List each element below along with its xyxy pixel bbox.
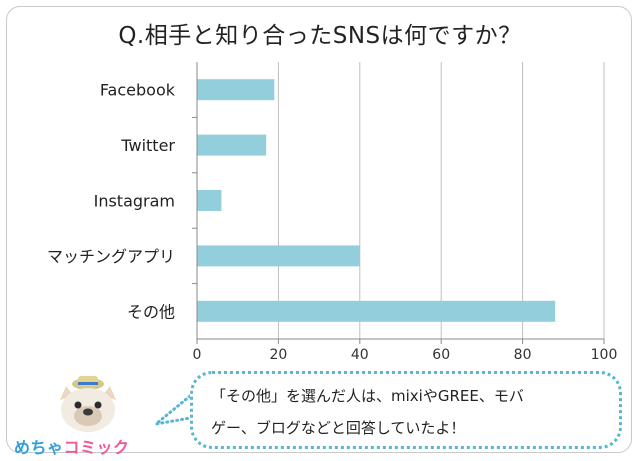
x-tick-label: 100 — [591, 347, 618, 363]
x-tick-label: 0 — [193, 347, 202, 363]
chart-title: Q.相手と知り合ったSNSは何ですか？ — [118, 23, 522, 49]
category-label: その他 — [127, 302, 175, 321]
category-label: Facebook — [100, 81, 176, 100]
bar — [197, 300, 556, 322]
bar — [197, 245, 360, 267]
bar — [197, 79, 275, 101]
grid-lines — [277, 62, 605, 339]
x-tick-label: 40 — [351, 347, 369, 363]
axes — [192, 62, 605, 344]
callout-tail — [152, 394, 192, 427]
bar — [197, 134, 267, 156]
x-tick-label: 80 — [514, 347, 532, 363]
category-label: マッチングアプリ — [47, 247, 175, 266]
callout-line-2: ゲー、ブログなどと回答していたよ！ — [211, 419, 466, 437]
category-label: Twitter — [120, 136, 175, 155]
bars — [197, 79, 556, 322]
bar — [197, 190, 222, 211]
category-label: Instagram — [94, 192, 175, 211]
callout-bubble: 「その他」を選んだ人は、mixiやGREE、モバ ゲー、ブログなどと回答していた… — [190, 371, 622, 449]
dog-mascot — [60, 376, 116, 432]
callout-line-1: 「その他」を選んだ人は、mixiやGREE、モバ — [211, 387, 524, 405]
x-tick-labels: 0 20 40 60 80 100 — [193, 347, 618, 363]
x-tick-label: 60 — [432, 347, 450, 363]
callout-text: 「その他」を選んだ人は、mixiやGREE、モバ ゲー、ブログなどと回答していた… — [211, 380, 605, 444]
x-tick-label: 20 — [269, 347, 287, 363]
site-logo: めちゃコミック — [14, 438, 130, 457]
